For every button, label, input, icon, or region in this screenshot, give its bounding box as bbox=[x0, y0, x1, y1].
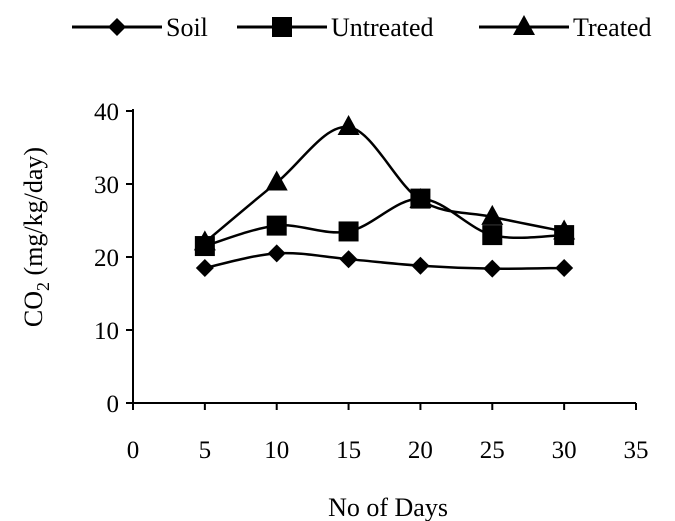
point-treated bbox=[337, 115, 360, 136]
point-treated bbox=[481, 204, 504, 225]
series-layer bbox=[193, 115, 576, 278]
series-treated bbox=[193, 115, 576, 251]
axes: 0 10 20 30 40 0 5 10 15 20 25 30 35 bbox=[94, 99, 649, 464]
legend-item-soil: Soil bbox=[72, 13, 208, 42]
point-soil bbox=[339, 250, 358, 269]
x-tick-label: 20 bbox=[408, 437, 433, 464]
y-tick-label: 30 bbox=[94, 172, 119, 199]
y-tick-label: 10 bbox=[94, 318, 119, 345]
series-line-soil bbox=[204, 251, 565, 271]
series-soil bbox=[195, 244, 574, 278]
y-axis-title-unit: (mg/kg/day) bbox=[19, 147, 48, 282]
legend-label: Soil bbox=[166, 13, 208, 42]
point-treated bbox=[193, 230, 216, 251]
y-tick-label: 0 bbox=[107, 391, 120, 418]
series-untreated bbox=[194, 188, 575, 257]
legend-label: Treated bbox=[573, 13, 651, 42]
legend-marker-treated bbox=[513, 15, 535, 35]
legend-marker-soil bbox=[108, 18, 126, 36]
x-tick-label: 5 bbox=[199, 437, 212, 464]
point-soil bbox=[267, 244, 286, 263]
x-tick-label: 10 bbox=[264, 437, 289, 464]
point-untreated bbox=[338, 221, 359, 242]
legend-item-treated: Treated bbox=[479, 13, 651, 42]
x-tick-label: 15 bbox=[336, 437, 361, 464]
legend: Soil Untreated Treated bbox=[72, 13, 651, 42]
legend-marker-untreated bbox=[272, 17, 292, 37]
y-tick-label: 20 bbox=[94, 245, 119, 272]
point-soil bbox=[483, 259, 502, 278]
x-tick-label: 30 bbox=[552, 437, 577, 464]
point-soil bbox=[411, 256, 430, 275]
y-tick-label: 40 bbox=[94, 99, 119, 126]
x-tick-label: 35 bbox=[624, 437, 649, 464]
series-line-treated bbox=[204, 125, 565, 244]
point-soil bbox=[555, 258, 574, 277]
x-axis-title: No of Days bbox=[328, 493, 448, 521]
point-treated bbox=[553, 219, 576, 240]
legend-label: Untreated bbox=[331, 13, 434, 42]
series-line-untreated bbox=[204, 197, 565, 248]
y-axis-title-main: CO bbox=[19, 291, 48, 327]
point-untreated bbox=[266, 215, 287, 236]
y-axis-title-subscript: 2 bbox=[33, 282, 53, 291]
y-axis-title: CO2 (mg/kg/day) bbox=[19, 147, 53, 327]
x-tick-label: 0 bbox=[127, 437, 140, 464]
point-treated bbox=[409, 188, 432, 209]
point-treated bbox=[265, 170, 288, 191]
x-tick-label: 25 bbox=[480, 437, 505, 464]
point-soil bbox=[195, 258, 214, 277]
point-untreated bbox=[482, 225, 503, 246]
legend-item-untreated: Untreated bbox=[237, 13, 434, 42]
